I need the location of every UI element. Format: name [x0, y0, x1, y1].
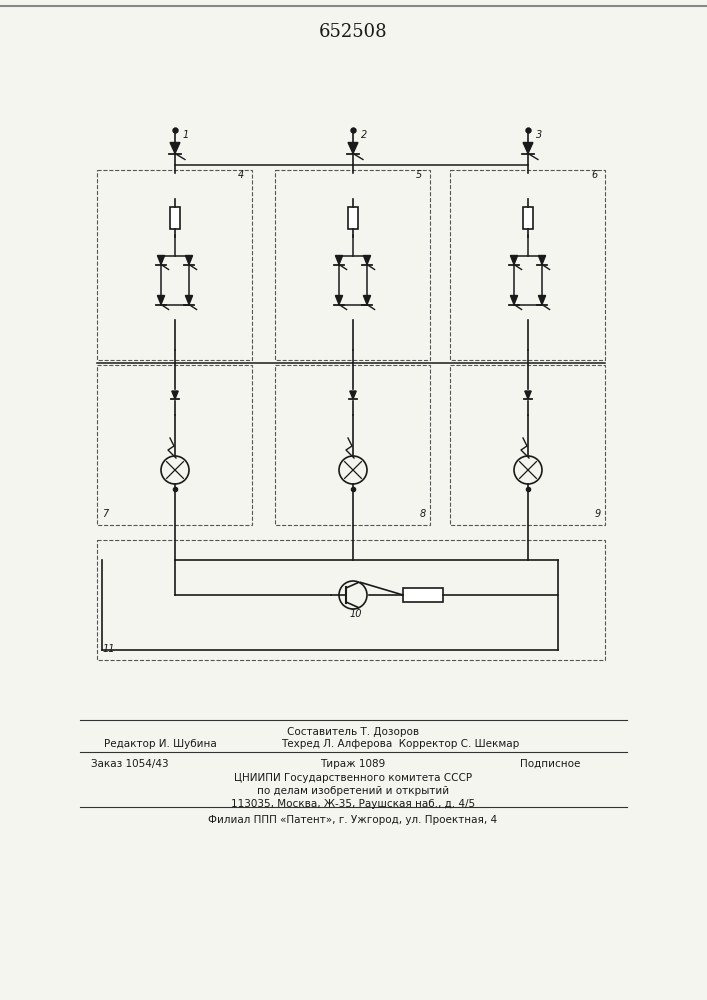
Text: 652508: 652508	[319, 23, 387, 41]
Text: 113035, Москва, Ж-35, Раушская наб., д. 4/5: 113035, Москва, Ж-35, Раушская наб., д. …	[231, 799, 475, 809]
Polygon shape	[510, 255, 518, 264]
Text: 5: 5	[416, 170, 423, 180]
Text: 1: 1	[183, 130, 189, 140]
Polygon shape	[363, 255, 370, 264]
Polygon shape	[158, 296, 165, 304]
Text: Заказ 1054/43: Заказ 1054/43	[91, 759, 169, 769]
Polygon shape	[170, 142, 180, 153]
Text: 8: 8	[419, 509, 426, 519]
Polygon shape	[185, 296, 192, 304]
Polygon shape	[172, 391, 178, 399]
Polygon shape	[335, 255, 343, 264]
Text: 3: 3	[536, 130, 542, 140]
Bar	[276, 365, 431, 525]
Bar	[276, 170, 431, 360]
Polygon shape	[539, 255, 546, 264]
Polygon shape	[523, 142, 533, 153]
Bar	[98, 170, 252, 360]
Text: Подписное: Подписное	[520, 759, 580, 769]
Text: 4: 4	[238, 170, 245, 180]
Text: Составитель Т. Дозоров: Составитель Т. Дозоров	[287, 727, 419, 737]
Polygon shape	[539, 296, 546, 304]
Polygon shape	[350, 391, 356, 399]
Polygon shape	[185, 255, 192, 264]
Text: по делам изобретений и открытий: по делам изобретений и открытий	[257, 786, 449, 796]
Polygon shape	[348, 142, 358, 153]
Bar	[98, 365, 252, 525]
Bar	[98, 540, 605, 660]
Text: 6: 6	[591, 170, 597, 180]
Text: 9: 9	[595, 509, 600, 519]
Text: ЦНИИПИ Государственного комитета СССР: ЦНИИПИ Государственного комитета СССР	[234, 773, 472, 783]
Text: 2: 2	[361, 130, 367, 140]
Text: 7: 7	[103, 509, 109, 519]
Text: Техред Л. Алферова  Корректор С. Шекмар: Техред Л. Алферова Корректор С. Шекмар	[281, 739, 519, 749]
Bar	[450, 170, 605, 360]
Bar	[170, 207, 180, 229]
Polygon shape	[335, 296, 343, 304]
Text: Филиал ППП «Патент», г. Ужгород, ул. Проектная, 4: Филиал ППП «Патент», г. Ужгород, ул. Про…	[209, 815, 498, 825]
Polygon shape	[158, 255, 165, 264]
Text: Тираж 1089: Тираж 1089	[320, 759, 385, 769]
Bar	[348, 207, 358, 229]
Text: 10: 10	[350, 609, 362, 619]
Polygon shape	[363, 296, 370, 304]
Text: Редактор И. Шубина: Редактор И. Шубина	[104, 739, 216, 749]
Bar	[450, 365, 605, 525]
Bar	[523, 207, 533, 229]
Text: 11: 11	[103, 644, 115, 654]
Bar	[403, 588, 443, 602]
Polygon shape	[525, 391, 531, 399]
Polygon shape	[510, 296, 518, 304]
